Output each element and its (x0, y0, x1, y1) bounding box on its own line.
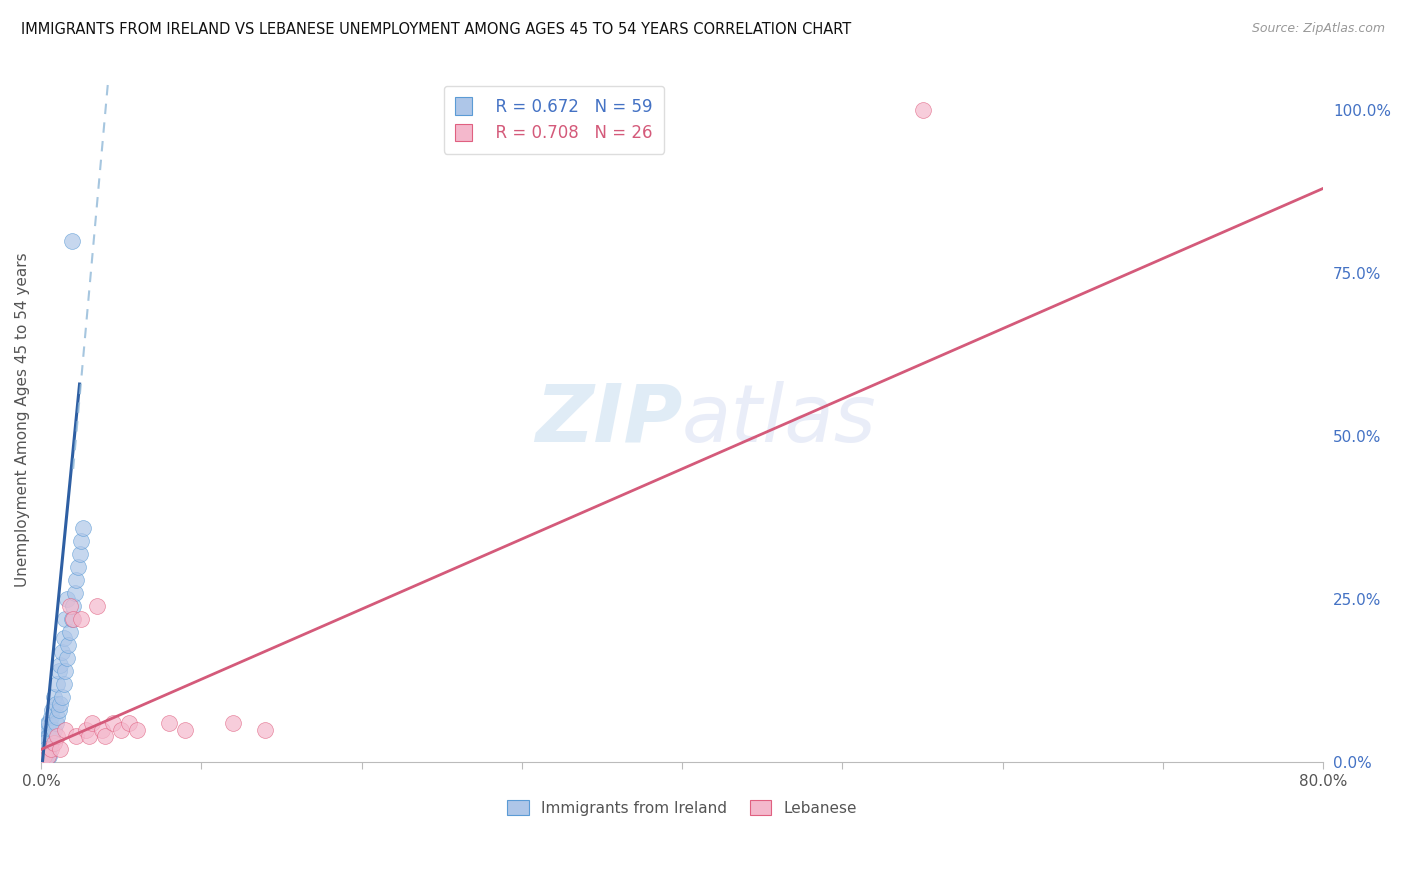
Y-axis label: Unemployment Among Ages 45 to 54 years: Unemployment Among Ages 45 to 54 years (15, 252, 30, 587)
Point (48, 664, 70, 678)
Point (86, 599, 108, 613)
Point (31, 736, 53, 750)
Point (49, 657, 72, 672)
Point (55, 651, 77, 665)
Point (94, 729, 117, 743)
Point (75, 723, 97, 737)
Point (51, 690, 73, 705)
Point (46, 677, 69, 691)
Point (39, 710, 62, 724)
Point (39, 723, 62, 737)
Point (42, 723, 65, 737)
Point (53, 612, 76, 626)
Point (37, 748, 59, 763)
Point (31, 748, 53, 763)
Point (60, 612, 83, 626)
Point (254, 723, 277, 737)
Point (34, 748, 56, 763)
Point (53, 723, 76, 737)
Point (59, 624, 82, 639)
Point (49, 697, 72, 711)
Point (38, 742, 60, 756)
Point (58, 638, 80, 652)
Point (53, 664, 76, 678)
Point (70, 612, 93, 626)
Point (49, 742, 72, 756)
Point (127, 723, 149, 737)
Text: atlas: atlas (682, 381, 877, 459)
Point (38, 729, 60, 743)
Point (174, 723, 197, 737)
Point (65, 729, 87, 743)
Point (911, 103, 934, 117)
Point (66, 559, 89, 574)
Point (41, 703, 63, 717)
Point (48, 703, 70, 717)
Point (34, 729, 56, 743)
Text: IMMIGRANTS FROM IRELAND VS LEBANESE UNEMPLOYMENT AMONG AGES 45 TO 54 YEARS CORRE: IMMIGRANTS FROM IRELAND VS LEBANESE UNEM… (21, 22, 852, 37)
Point (39, 736, 62, 750)
Point (62, 612, 84, 626)
Point (35, 723, 58, 737)
Point (31, 742, 53, 756)
Point (31, 742, 53, 756)
Point (35, 748, 58, 763)
Point (38, 716, 60, 731)
Point (69, 547, 91, 561)
Point (70, 533, 93, 548)
Point (34, 742, 56, 756)
Point (38, 748, 60, 763)
Legend: Immigrants from Ireland, Lebanese: Immigrants from Ireland, Lebanese (499, 792, 865, 823)
Point (60, 234, 83, 248)
Point (37, 729, 59, 743)
Point (39, 742, 62, 756)
Point (41, 729, 63, 743)
Point (222, 716, 245, 731)
Point (31, 748, 53, 763)
Point (42, 690, 65, 705)
Point (77, 729, 100, 743)
Point (46, 710, 69, 724)
Point (37, 748, 59, 763)
Point (52, 677, 75, 691)
Point (59, 599, 82, 613)
Point (63, 586, 86, 600)
Point (65, 573, 87, 587)
Point (157, 716, 180, 731)
Point (35, 736, 58, 750)
Point (46, 729, 69, 743)
Text: Source: ZipAtlas.com: Source: ZipAtlas.com (1251, 22, 1385, 36)
Point (44, 716, 66, 731)
Point (91, 723, 114, 737)
Point (118, 716, 141, 731)
Point (35, 742, 58, 756)
Point (34, 736, 56, 750)
Point (35, 748, 58, 763)
Point (44, 697, 66, 711)
Point (34, 748, 56, 763)
Point (42, 736, 65, 750)
Point (37, 742, 59, 756)
Point (82, 716, 104, 731)
Point (37, 716, 59, 731)
Point (52, 632, 75, 646)
Point (103, 716, 125, 731)
Point (55, 592, 77, 607)
Point (51, 644, 73, 658)
Point (35, 742, 58, 756)
Point (110, 723, 132, 737)
Point (62, 599, 84, 613)
Point (72, 520, 94, 534)
Text: ZIP: ZIP (534, 381, 682, 459)
Point (34, 748, 56, 763)
Point (34, 736, 56, 750)
